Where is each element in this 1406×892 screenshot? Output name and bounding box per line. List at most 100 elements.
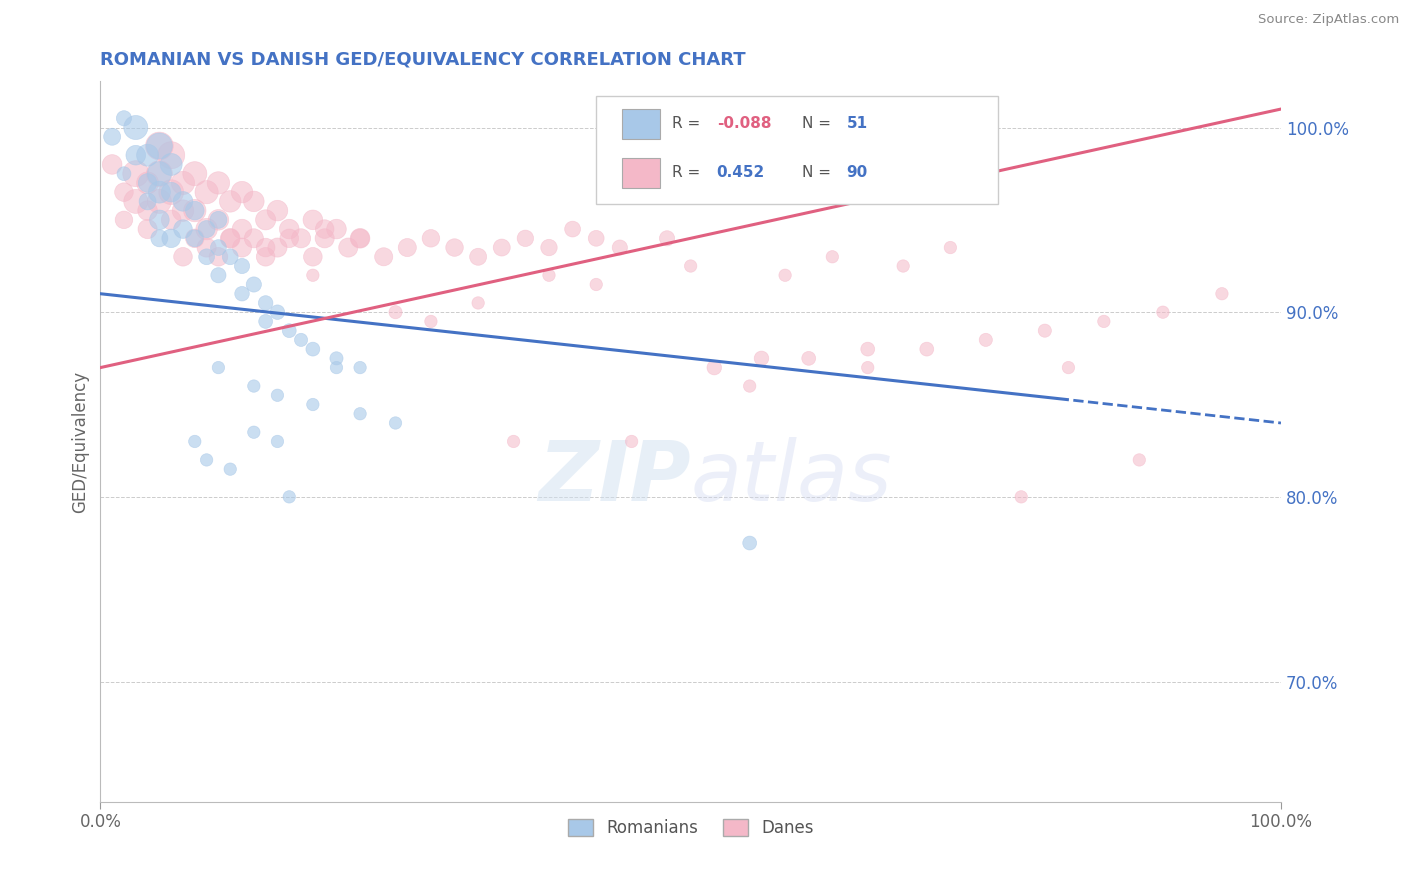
Point [184, 203, 207, 218]
Point [219, 231, 242, 245]
Text: atlas: atlas [690, 437, 893, 518]
Point [325, 360, 347, 375]
Point [112, 112, 135, 126]
Text: -0.088: -0.088 [717, 116, 770, 131]
Point [112, 212, 135, 227]
Point [195, 453, 218, 467]
Point [160, 185, 183, 199]
Point [856, 360, 879, 375]
Text: 0.452: 0.452 [717, 165, 765, 180]
Point [243, 379, 266, 393]
Point [243, 425, 266, 440]
Point [136, 176, 159, 190]
Point [184, 231, 207, 245]
Point [302, 250, 325, 264]
Point [278, 222, 301, 236]
Point [101, 129, 124, 144]
Point [537, 268, 560, 283]
Point [939, 241, 962, 255]
Point [738, 536, 761, 550]
Point [314, 222, 336, 236]
Point [243, 277, 266, 292]
Point [160, 185, 183, 199]
Point [419, 314, 441, 328]
Text: ROMANIAN VS DANISH GED/EQUIVALENCY CORRELATION CHART: ROMANIAN VS DANISH GED/EQUIVALENCY CORRE… [100, 51, 747, 69]
Point [207, 212, 229, 227]
Point [585, 231, 607, 245]
Point [160, 148, 183, 162]
Text: Source: ZipAtlas.com: Source: ZipAtlas.com [1258, 13, 1399, 27]
Point [195, 250, 218, 264]
Point [302, 342, 325, 356]
Point [254, 212, 277, 227]
Point [184, 167, 207, 181]
Point [148, 185, 170, 199]
Legend: Romanians, Danes: Romanians, Danes [561, 812, 820, 844]
Point [195, 241, 218, 255]
Y-axis label: GED/Equivalency: GED/Equivalency [72, 370, 89, 513]
Point [172, 222, 194, 236]
Point [207, 360, 229, 375]
Point [502, 434, 524, 449]
Point [1057, 360, 1080, 375]
Point [254, 314, 277, 328]
Point [266, 434, 288, 449]
Point [125, 194, 148, 209]
Point [655, 231, 678, 245]
FancyBboxPatch shape [623, 109, 659, 139]
Point [349, 360, 371, 375]
Text: N =: N = [801, 116, 835, 131]
Point [467, 296, 489, 310]
Point [219, 462, 242, 476]
Point [278, 324, 301, 338]
Point [278, 490, 301, 504]
Point [384, 305, 406, 319]
Point [349, 407, 371, 421]
Point [231, 185, 253, 199]
Text: R =: R = [672, 116, 704, 131]
Point [302, 398, 325, 412]
Point [314, 231, 336, 245]
FancyBboxPatch shape [623, 158, 659, 188]
Point [266, 203, 288, 218]
Text: 51: 51 [846, 116, 868, 131]
Point [207, 241, 229, 255]
Point [491, 241, 513, 255]
Point [620, 434, 643, 449]
Point [679, 259, 702, 273]
Point [125, 120, 148, 135]
Point [325, 222, 347, 236]
Point [148, 167, 170, 181]
Point [231, 222, 253, 236]
Point [219, 194, 242, 209]
Point [160, 212, 183, 227]
Point [797, 351, 820, 366]
Point [195, 222, 218, 236]
Point [302, 212, 325, 227]
Point [136, 222, 159, 236]
Point [254, 296, 277, 310]
Point [184, 203, 207, 218]
Point [219, 231, 242, 245]
Point [136, 176, 159, 190]
Point [125, 148, 148, 162]
Point [112, 167, 135, 181]
Point [243, 194, 266, 209]
Point [231, 286, 253, 301]
Point [1211, 286, 1233, 301]
Text: ZIP: ZIP [538, 437, 690, 518]
Point [207, 212, 229, 227]
Point [751, 351, 773, 366]
Point [243, 231, 266, 245]
Point [266, 241, 288, 255]
Text: R =: R = [672, 165, 704, 180]
Point [195, 185, 218, 199]
Point [1010, 490, 1032, 504]
Point [349, 231, 371, 245]
Point [172, 194, 194, 209]
Point [373, 250, 395, 264]
Point [207, 176, 229, 190]
Point [148, 139, 170, 153]
Point [160, 157, 183, 171]
Point [738, 379, 761, 393]
